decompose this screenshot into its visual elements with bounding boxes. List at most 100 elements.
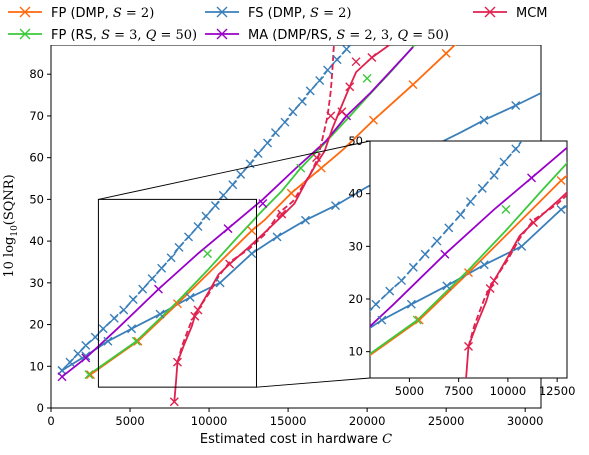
inset-marker-ma-4 xyxy=(571,142,579,150)
x-tick-label-3: 15000 xyxy=(270,414,307,428)
main-marker-fs_dmp-5 xyxy=(185,292,195,302)
main-marker-fs_dmp_dashed-7 xyxy=(119,305,129,315)
main-marker-fs_dmp-4 xyxy=(155,309,165,319)
inset-marker-fs_dmp_dashed-5 xyxy=(371,299,381,309)
inset-y-tick-label-2: 30 xyxy=(348,239,363,253)
legend-background xyxy=(0,0,589,45)
inset-marker-mcm-3 xyxy=(489,276,499,286)
zoom-source-box xyxy=(97,140,371,388)
inset-marker-fs_dmp_dashed-4 xyxy=(370,310,371,319)
main-marker-fp_rs-2 xyxy=(202,249,212,259)
main-marker-mcm-0 xyxy=(169,397,179,407)
inset-marker-fs_dmp_dashed-15 xyxy=(489,170,499,180)
x-tick-label-0: 0 xyxy=(47,414,54,428)
inset-marker-fp_rs-2 xyxy=(501,204,511,214)
main-marker-mcm-9 xyxy=(345,82,355,92)
main-marker-fp_rs-1 xyxy=(131,336,141,346)
main-marker-mcm-5 xyxy=(277,209,287,219)
main-marker-mcm-8 xyxy=(337,107,347,117)
main-marker-fs_dmp_dashed-15 xyxy=(193,222,203,231)
main-marker-ma-2 xyxy=(153,284,163,294)
inset-series-line-mcm-5 xyxy=(465,191,567,378)
main-marker-fs_dmp_dashed-26 xyxy=(288,107,298,117)
x-tick-label-1: 5000 xyxy=(115,414,144,428)
main-marker-ma-4 xyxy=(258,199,268,209)
inset-marker-fp_rs-1 xyxy=(412,315,422,325)
inset-marker-fs_dmp-5 xyxy=(479,260,489,270)
inset-marker-fs_dmp_dashed-21 xyxy=(555,92,563,100)
legend-marker-fp_rs xyxy=(19,28,31,40)
inset-marker-fs_dmp-6 xyxy=(517,241,527,251)
legend-label-fp_dmp: FP (DMP, S = 2) xyxy=(51,6,154,21)
inset-marker-fs_dmp_dashed-12 xyxy=(456,210,466,220)
main-marker-mcm-4 xyxy=(225,259,235,269)
inset-marker-fp_dmp-0 xyxy=(356,358,364,366)
main-marker-fp_dmp-0 xyxy=(86,370,96,380)
inset-marker-fs_dmp_dashed-8 xyxy=(408,262,418,272)
main-marker-fs_dmp-7 xyxy=(247,249,257,259)
inset-series-line-mcm-6 xyxy=(467,193,567,347)
inset-marker-fs_dmp_dashed-13 xyxy=(465,197,475,207)
main-marker-fs_dmp_dashed-18 xyxy=(218,190,228,200)
main-series-line-mcm-6 xyxy=(176,45,335,363)
inset-marker-fs_dmp-2 xyxy=(377,315,387,325)
main-marker-fp_dmp-5 xyxy=(316,163,326,173)
main-marker-fs_dmp_dashed-9 xyxy=(138,284,148,294)
inset-marker-fs_dmp-0 xyxy=(321,353,329,361)
inset-x-tick-label-3: 12500 xyxy=(539,384,576,398)
inset-x-tick-label-2: 10000 xyxy=(490,384,527,398)
main-marker-fp_rs-4 xyxy=(362,73,372,83)
inset-marker-fs_dmp_dashed-10 xyxy=(432,236,442,246)
main-marker-mcm-7 xyxy=(326,111,336,121)
main-marker-fp_rs-0 xyxy=(84,370,94,380)
main-marker-fs_dmp_dashed-25 xyxy=(280,117,290,127)
main-marker-fs_dmp-13 xyxy=(479,115,489,125)
inset-marker-fs_dmp_dashed-2 xyxy=(340,332,348,340)
main-plot: 0 5000 10000 15000 20000 25000 30000 0 10 20 30 40… xyxy=(2,44,543,447)
main-marker-fs_dmp_dashed-22 xyxy=(253,148,263,158)
inset-y-tick-label-1: 20 xyxy=(348,292,363,306)
inset-marker-fp_dmp-2 xyxy=(464,268,473,278)
main-marker-fs_dmp-14 xyxy=(511,101,521,110)
inset-marker-fs_dmp_dashed-18 xyxy=(522,132,530,140)
y-tick-label-1: 10 xyxy=(29,359,44,373)
y-tick-label-5: 50 xyxy=(29,192,44,206)
inset-series-line-fs_dmp-2 xyxy=(370,204,567,330)
inset-marker-fs_dmp-4 xyxy=(442,281,452,291)
main-marker-fs_dmp_dashed-8 xyxy=(128,295,138,305)
main-marker-fs_dmp_dashed-3 xyxy=(81,340,91,350)
main-marker-fs_dmp_dashed-12 xyxy=(166,253,176,263)
main-marker-fs_dmp_dashed-2 xyxy=(73,349,83,359)
main-series-line-ma-4 xyxy=(61,46,414,378)
y-tick-label-8: 80 xyxy=(29,67,44,81)
main-marker-fs_dmp-2 xyxy=(103,336,113,346)
main-marker-mcm-1 xyxy=(172,357,182,367)
main-series-line-fs_dmp-2 xyxy=(61,92,541,372)
zoom-connector-bottom xyxy=(256,377,371,388)
inset-marker-fs_dmp_dashed-17 xyxy=(511,144,521,154)
inset-marker-ma-2 xyxy=(440,249,450,259)
main-marker-fp_dmp-1 xyxy=(133,336,143,346)
legend-marker-fs_dmp xyxy=(216,6,228,18)
legend-marker-fp_dmp xyxy=(19,6,31,18)
main-marker-fs_dmp_dashed-14 xyxy=(184,232,194,242)
inset-y-axis: 10 20 30 40 50 xyxy=(348,134,370,359)
inset-marker-fs_dmp_dashed-7 xyxy=(397,276,407,286)
main-marker-mcm-6 xyxy=(312,153,322,163)
inset-marker-fp_rs-0 xyxy=(354,358,362,366)
x-axis-label: Estimated cost in hardware C xyxy=(200,432,392,447)
main-marker-ma-0 xyxy=(57,372,67,382)
main-marker-fs_dmp_dashed-11 xyxy=(157,263,167,273)
x-axis: 0 5000 10000 15000 20000 25000 30000 xyxy=(47,408,543,428)
inset-marker-mcm-4 xyxy=(529,218,539,228)
main-marker-fs_dmp_dashed-5 xyxy=(98,324,108,334)
main-marker-fs_dmp_dashed-17 xyxy=(210,201,220,211)
zoom-box-rect xyxy=(97,198,257,388)
main-marker-fs_dmp_dashed-28 xyxy=(305,86,315,96)
inset-marker-fs_dmp_dashed-16 xyxy=(499,157,509,167)
main-marker-fs_dmp_dashed-27 xyxy=(297,96,307,106)
inset-marker-fp_dmp-1 xyxy=(414,315,424,325)
main-marker-fp_dmp-6 xyxy=(368,115,378,125)
inset-marker-fs_dmp_dashed-9 xyxy=(420,249,430,259)
main-marker-fp_dmp-2 xyxy=(172,299,182,309)
